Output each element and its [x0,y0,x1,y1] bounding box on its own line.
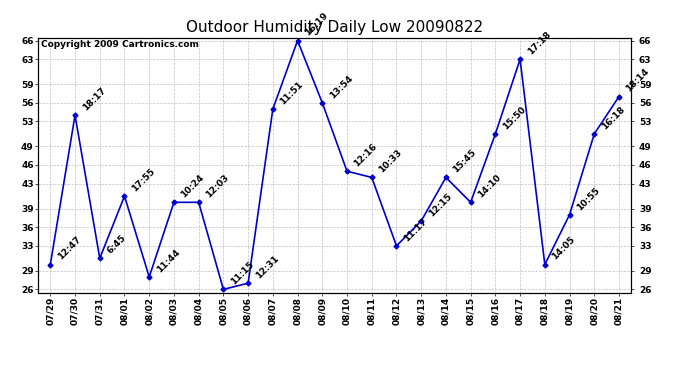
Text: 18:17: 18:17 [81,86,107,112]
Text: 6:45: 6:45 [106,233,128,255]
Text: 10:24: 10:24 [179,173,206,200]
Text: 11:51: 11:51 [278,80,305,106]
Text: 17:55: 17:55 [130,166,157,194]
Text: 12:15: 12:15 [426,192,453,218]
Text: Copyright 2009 Cartronics.com: Copyright 2009 Cartronics.com [41,40,199,49]
Text: 16:18: 16:18 [600,105,627,131]
Text: 13:54: 13:54 [328,74,355,100]
Text: 17:18: 17:18 [526,30,552,57]
Text: 18:14: 18:14 [624,67,651,94]
Text: 11:44: 11:44 [155,248,181,274]
Text: 12:16: 12:16 [353,142,380,168]
Text: 15:45: 15:45 [451,148,478,175]
Text: 16:19: 16:19 [303,11,330,38]
Title: Outdoor Humidity Daily Low 20090822: Outdoor Humidity Daily Low 20090822 [186,20,483,35]
Text: 12:03: 12:03 [204,173,230,200]
Text: 12:47: 12:47 [56,235,83,262]
Text: 14:10: 14:10 [476,173,503,200]
Text: 14:05: 14:05 [551,235,577,262]
Text: 15:50: 15:50 [501,105,527,131]
Text: 12:31: 12:31 [254,254,280,280]
Text: 11:17: 11:17 [402,216,428,243]
Text: 10:55: 10:55 [575,186,602,212]
Text: 11:15: 11:15 [229,260,255,286]
Text: 10:33: 10:33 [377,148,404,175]
